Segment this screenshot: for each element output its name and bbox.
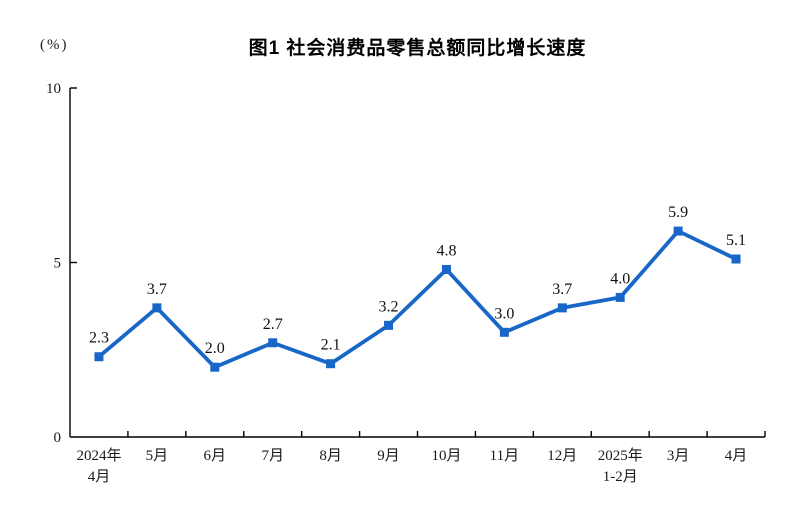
- series-line: [97, 228, 737, 370]
- data-point-marker: [731, 254, 741, 264]
- data-point-label: 4.8: [436, 242, 456, 259]
- y-axis-unit-label: (%): [40, 37, 69, 53]
- data-point-marker: [441, 264, 451, 274]
- data-point-label: 3.2: [379, 298, 399, 315]
- data-point-marker: [615, 292, 625, 302]
- data-point-marker: [384, 320, 394, 330]
- y-tick-label: 0: [54, 430, 62, 446]
- data-point-marker: [94, 352, 104, 362]
- x-tick-label: 3月: [667, 448, 690, 464]
- data-point-label: 4.0: [610, 270, 630, 287]
- x-tick-label: 10月: [431, 448, 461, 464]
- x-tick-label: 7月: [261, 448, 284, 464]
- data-point-label: 3.0: [494, 305, 514, 322]
- data-point-marker: [499, 327, 509, 337]
- x-tick-label: 8月: [319, 448, 342, 464]
- data-point-label: 5.1: [726, 232, 746, 249]
- y-tick-label: 10: [46, 81, 61, 97]
- x-tick-label: 9月: [377, 448, 400, 464]
- data-point-marker: [557, 303, 567, 313]
- x-tick-label: 12月: [547, 448, 577, 464]
- y-tick-label: 5: [54, 256, 62, 272]
- chart-title: 图1 社会消费品零售总额同比增长速度: [248, 38, 587, 59]
- x-tick-label: 2024年 4月: [76, 447, 121, 485]
- x-tick-label: 11月: [490, 448, 519, 464]
- data-point-label: 3.7: [552, 281, 572, 298]
- x-tick-label: 4月: [725, 448, 748, 464]
- data-point-label: 2.7: [263, 316, 283, 333]
- data-point-marker: [210, 362, 220, 372]
- x-tick-label: 2025年 1-2月: [598, 447, 643, 485]
- data-point-label: 5.9: [668, 204, 688, 221]
- data-point-label: 2.0: [205, 340, 225, 357]
- data-point-label: 2.3: [89, 330, 109, 347]
- data-point-marker: [326, 359, 336, 369]
- data-point-marker: [152, 303, 162, 313]
- data-point-marker: [673, 226, 683, 236]
- x-tick-label: 6月: [204, 448, 227, 464]
- data-point-marker: [268, 338, 278, 348]
- data-point-label: 2.1: [321, 337, 341, 354]
- x-tick-label: 5月: [146, 448, 169, 464]
- data-point-label: 3.7: [147, 281, 167, 298]
